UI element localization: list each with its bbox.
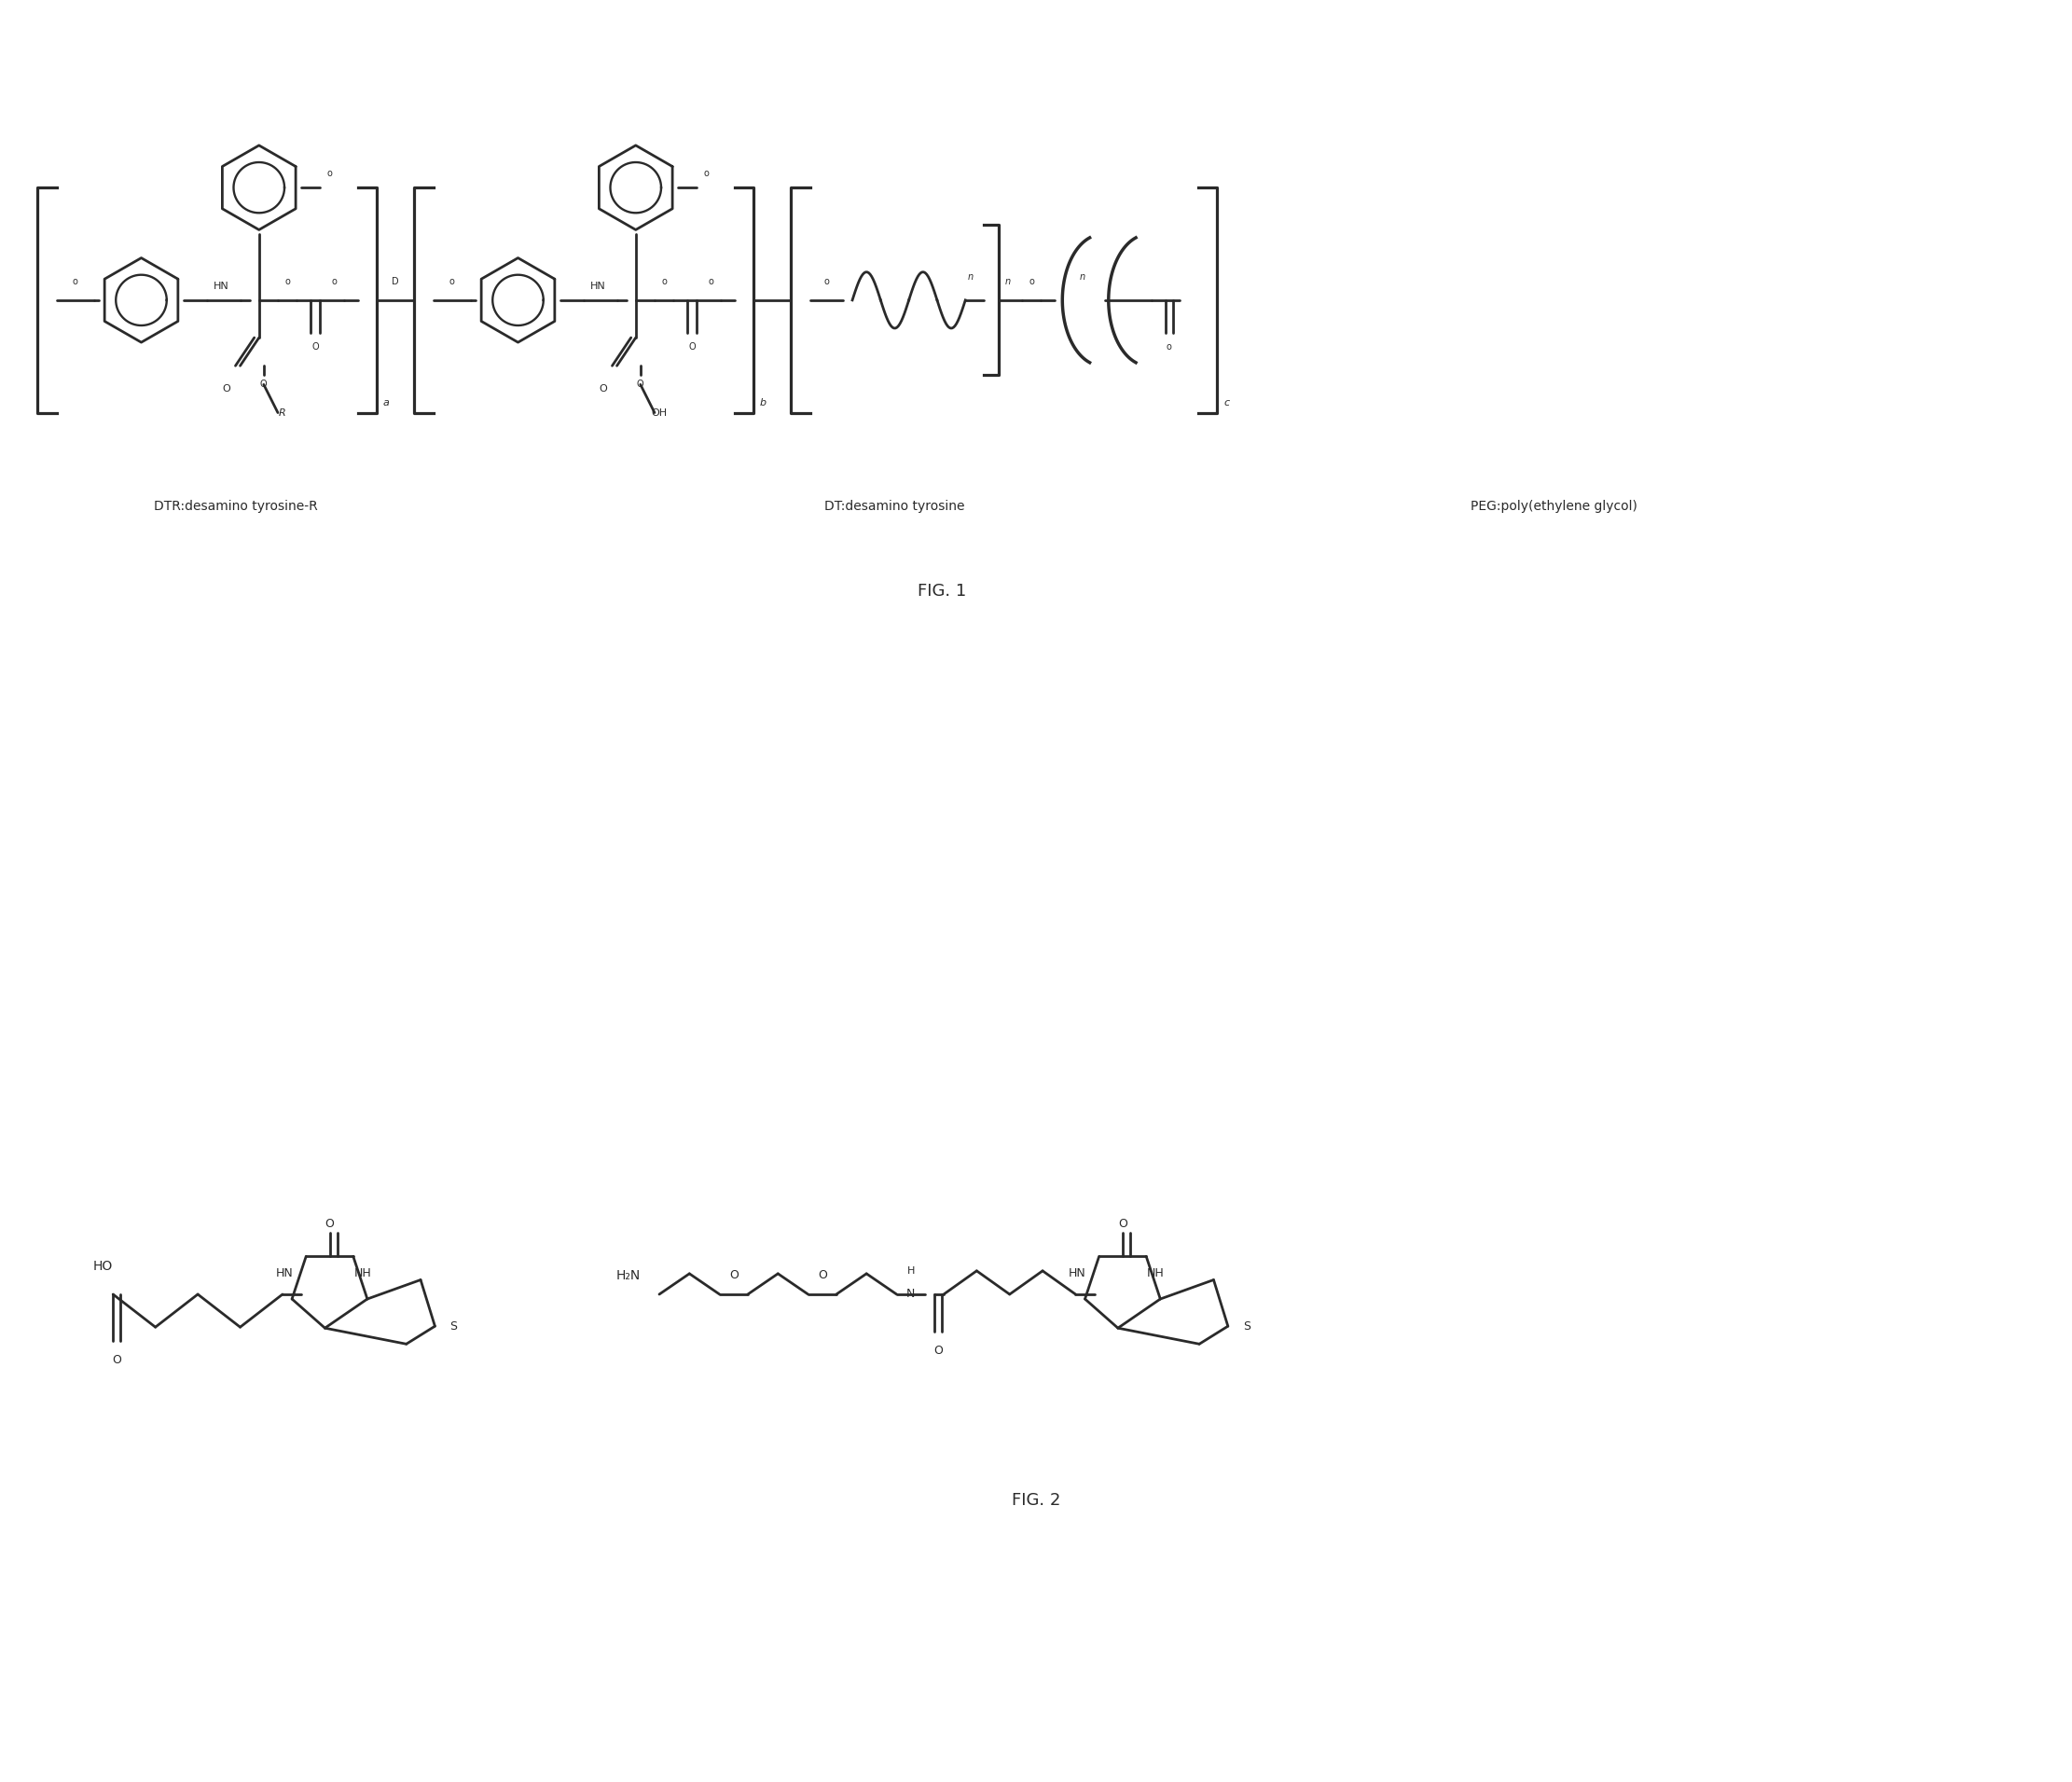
Text: N: N	[905, 1288, 916, 1301]
Text: HN: HN	[213, 282, 230, 290]
Text: D: D	[392, 276, 400, 287]
Text: o: o	[73, 276, 79, 287]
Text: HO: HO	[93, 1260, 114, 1272]
Text: a: a	[383, 399, 390, 408]
Text: o: o	[661, 276, 667, 287]
Text: DT:desamino tyrosine: DT:desamino tyrosine	[825, 501, 966, 513]
Text: HN: HN	[591, 282, 605, 290]
Text: S: S	[450, 1320, 458, 1333]
Text: O: O	[1119, 1217, 1127, 1230]
Text: n: n	[968, 273, 974, 282]
Text: o: o	[1167, 342, 1173, 351]
Text: O: O	[261, 380, 267, 388]
Text: o: o	[284, 276, 290, 287]
Text: o: o	[825, 276, 829, 287]
Text: HN: HN	[1069, 1267, 1086, 1279]
Text: o: o	[1028, 276, 1034, 287]
Text: o: o	[327, 169, 332, 178]
Text: O: O	[729, 1269, 738, 1281]
Text: b: b	[760, 399, 767, 408]
Text: FIG. 2: FIG. 2	[1011, 1492, 1061, 1509]
Text: FIG. 1: FIG. 1	[918, 583, 966, 599]
Text: O: O	[934, 1344, 943, 1356]
Text: O: O	[599, 385, 607, 394]
Text: HN: HN	[276, 1267, 292, 1279]
Text: o: o	[332, 276, 338, 287]
Text: o: o	[704, 169, 709, 178]
Text: H₂N: H₂N	[615, 1269, 640, 1281]
Text: O: O	[112, 1354, 122, 1367]
Text: O: O	[325, 1217, 334, 1230]
Text: R: R	[280, 408, 286, 417]
Text: H: H	[908, 1267, 914, 1276]
Text: n: n	[1080, 273, 1086, 282]
Text: n: n	[1005, 276, 1011, 287]
Text: O: O	[818, 1269, 827, 1281]
Text: o: o	[450, 276, 456, 287]
Text: c: c	[1225, 399, 1229, 408]
Text: o: o	[709, 276, 715, 287]
Text: O: O	[222, 385, 230, 394]
Text: OH: OH	[651, 408, 667, 417]
Text: NH: NH	[354, 1267, 371, 1279]
Text: O: O	[636, 380, 644, 388]
Text: O: O	[313, 342, 319, 351]
Text: S: S	[1243, 1320, 1251, 1333]
Text: DTR:desamino tyrosine-R: DTR:desamino tyrosine-R	[153, 501, 317, 513]
Text: O: O	[688, 342, 696, 351]
Text: PEG:poly(ethylene glycol): PEG:poly(ethylene glycol)	[1471, 501, 1637, 513]
Text: NH: NH	[1148, 1267, 1164, 1279]
